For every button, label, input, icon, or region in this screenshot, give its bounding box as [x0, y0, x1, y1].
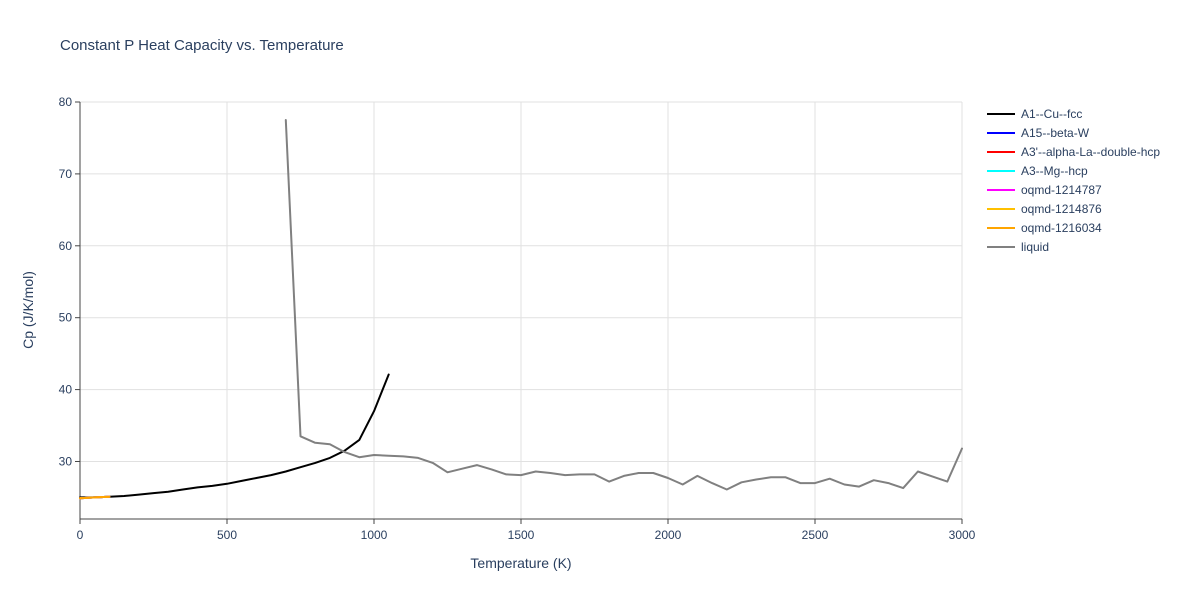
y-tick-labels: 30 40 50 60 70 80 [59, 95, 80, 468]
y-tick-label: 60 [59, 239, 73, 253]
x-tick-label: 2000 [655, 528, 682, 542]
series-line-liquid [284, 119, 963, 491]
legend-label: oqmd-1214787 [1021, 183, 1102, 197]
y-tick-label: 70 [59, 167, 73, 181]
y-tick-label: 40 [59, 383, 73, 397]
y-tick-label: 80 [59, 95, 73, 109]
legend-label: A15--beta-W [1021, 126, 1090, 140]
legend-item[interactable]: oqmd-1214787 [987, 183, 1102, 197]
legend-item[interactable]: A3--Mg--hcp [987, 164, 1088, 178]
legend-item[interactable]: A3'--alpha-La--double-hcp [987, 145, 1160, 159]
x-tick-label: 3000 [949, 528, 976, 542]
y-axis-title: Cp (J/K/mol) [20, 271, 36, 349]
legend-label: liquid [1021, 240, 1049, 254]
legend-label: A3--Mg--hcp [1021, 164, 1088, 178]
chart-title: Constant P Heat Capacity vs. Temperature [60, 37, 344, 54]
x-tick-label: 1000 [361, 528, 388, 542]
x-tick-labels: 0 500 1000 1500 2000 2500 3000 [77, 519, 976, 542]
legend-label: A3'--alpha-La--double-hcp [1021, 145, 1160, 159]
legend-item[interactable]: A15--beta-W [987, 126, 1090, 140]
y-tick-label: 50 [59, 311, 73, 325]
legend-label: oqmd-1216034 [1021, 221, 1102, 235]
x-tick-label: 0 [77, 528, 84, 542]
y-tick-label: 30 [59, 454, 73, 468]
legend-item[interactable]: oqmd-1216034 [987, 221, 1102, 235]
legend-label: A1--Cu--fcc [1021, 107, 1082, 121]
legend-item[interactable]: A1--Cu--fcc [987, 107, 1082, 121]
x-tick-label: 1500 [508, 528, 535, 542]
legend[interactable]: A1--Cu--fcc A15--beta-W A3'--alpha-La--dou… [987, 107, 1160, 254]
series-line-a1-cu-fcc [79, 373, 390, 499]
grid [80, 101, 963, 519]
series-line-oqmd-1216034 [79, 495, 111, 500]
x-axis-title: Temperature (K) [470, 555, 571, 571]
plot-area [79, 119, 963, 500]
x-tick-label: 2500 [802, 528, 829, 542]
legend-item[interactable]: oqmd-1214876 [987, 202, 1102, 216]
x-tick-label: 500 [217, 528, 237, 542]
legend-item[interactable]: liquid [987, 240, 1049, 254]
legend-label: oqmd-1214876 [1021, 202, 1102, 216]
